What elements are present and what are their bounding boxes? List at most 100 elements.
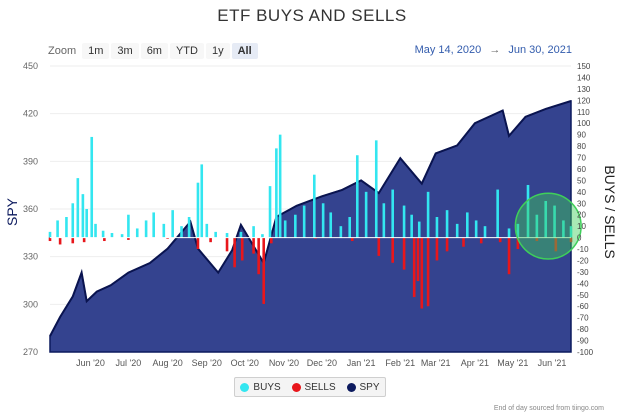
- legend-item-buys[interactable]: BUYS: [240, 381, 281, 393]
- buy-bar: [402, 205, 406, 238]
- sell-bar: [209, 237, 212, 243]
- y-right-tick-label: 150: [577, 62, 591, 71]
- legend-label-buys: BUYS: [253, 381, 281, 393]
- y-axis-right-label: BUYS / SELLS: [602, 165, 618, 258]
- buy-bar: [339, 226, 343, 238]
- zoom-ytd-button[interactable]: YTD: [169, 43, 204, 59]
- y-left-tick-label: 390: [23, 156, 38, 166]
- buy-bar: [496, 189, 499, 238]
- chart-title: ETF BUYS AND SELLS: [217, 6, 407, 25]
- y-right-tick-label: -10: [577, 245, 589, 254]
- y-right-tick-label: 0: [577, 234, 582, 243]
- y-right-tick-label: 40: [577, 188, 586, 197]
- buy-bar: [374, 140, 378, 238]
- legend-item-spy[interactable]: SPY: [346, 381, 380, 393]
- buy-bar: [294, 214, 297, 238]
- x-tick-label: Sep '20: [192, 358, 222, 368]
- buy-bar: [283, 220, 287, 238]
- sell-bar: [82, 237, 86, 243]
- x-tick-label: Feb '21: [385, 358, 415, 368]
- range-from[interactable]: May 14, 2020: [414, 44, 482, 56]
- y-left-tick-label: 360: [23, 204, 38, 214]
- sell-bar: [377, 237, 381, 256]
- y-left-tick-label: 330: [23, 252, 38, 262]
- sell-bar: [569, 237, 573, 243]
- buy-bar: [152, 212, 155, 238]
- buy-bar: [48, 231, 52, 238]
- buy-bar: [76, 178, 80, 238]
- zoom-1y-button[interactable]: 1y: [205, 43, 230, 59]
- buy-bar: [135, 228, 139, 238]
- legend-label-spy: SPY: [359, 381, 380, 393]
- x-tick-label: Jun '20: [76, 358, 105, 368]
- sell-bar: [103, 237, 106, 242]
- buy-bar: [445, 210, 449, 238]
- date-range: May 14, 2020 → Jun 30, 2021: [415, 44, 572, 56]
- buy-bar: [278, 134, 282, 238]
- buy-bar: [200, 164, 204, 238]
- sells-dot-icon: [291, 382, 301, 392]
- sell-bar: [420, 237, 424, 309]
- buy-bar: [214, 231, 217, 238]
- buy-bar: [110, 233, 114, 238]
- buy-bar: [101, 230, 105, 238]
- buy-bar: [474, 220, 478, 238]
- sell-bar: [225, 237, 229, 252]
- buy-bar: [205, 223, 209, 238]
- buy-bar: [225, 233, 229, 238]
- y-right-tick-label: 140: [577, 73, 591, 82]
- y-right-tick-label: -70: [577, 314, 589, 323]
- zoom-6m-button[interactable]: 6m: [140, 43, 168, 59]
- x-tick-label: Mar '21: [421, 358, 451, 368]
- credits: End of day sourced from tiingo.com: [493, 405, 604, 412]
- sell-bar: [127, 237, 130, 240]
- buy-bar: [516, 223, 520, 238]
- y-right-tick-label: 80: [577, 142, 586, 151]
- zoom-bar: Zoom 1m 3m 6m YTD 1y All: [48, 43, 260, 59]
- y-right-tick-label: 130: [577, 85, 591, 94]
- x-tick-label: Jul '20: [116, 358, 142, 368]
- highlight-circle: [514, 192, 582, 260]
- buy-bar: [382, 203, 386, 238]
- sell-bar: [71, 237, 75, 244]
- zoom-all-button[interactable]: All: [231, 43, 258, 59]
- buy-bar: [268, 186, 272, 238]
- x-tick-label: Nov '20: [269, 358, 299, 368]
- sell-bar: [269, 237, 273, 244]
- annotation-layer: [514, 192, 582, 260]
- y-right-tick-label: 20: [577, 211, 586, 220]
- legend-label-sells: SELLS: [304, 381, 336, 393]
- legend-item-sells[interactable]: SELLS: [291, 381, 336, 393]
- range-to[interactable]: Jun 30, 2021: [508, 44, 572, 56]
- sell-bar: [426, 237, 430, 307]
- buy-bar: [196, 182, 200, 238]
- y-right-tick-label: 10: [577, 222, 586, 231]
- x-tick-label: Dec '20: [307, 358, 337, 368]
- buy-bar: [321, 203, 325, 238]
- sell-bar: [498, 237, 502, 243]
- y-right-tick-label: 100: [577, 119, 591, 128]
- sell-bar: [240, 237, 244, 261]
- buy-bar: [261, 234, 264, 238]
- zoom-label: Zoom: [48, 45, 77, 57]
- sell-bar: [48, 237, 52, 242]
- buy-bar: [483, 226, 487, 238]
- sell-bar: [58, 237, 62, 245]
- range-arrow: →: [489, 44, 501, 56]
- x-tick-label: Aug '20: [152, 358, 182, 368]
- x-tick-label: Apr '21: [461, 358, 489, 368]
- buy-bar: [180, 226, 183, 238]
- axes-layer: 270300330360390420450-100-90-80-70-60-50…: [23, 61, 594, 368]
- buy-bar: [312, 174, 316, 238]
- sell-bar: [314, 237, 317, 239]
- zoom-1m-button[interactable]: 1m: [82, 43, 110, 59]
- zoom-3m-button[interactable]: 3m: [111, 43, 139, 59]
- buy-bar: [544, 200, 548, 238]
- buy-bar: [329, 212, 333, 238]
- sell-bar: [535, 237, 539, 242]
- y-left-tick-label: 300: [23, 299, 38, 309]
- buy-bar: [553, 205, 556, 238]
- x-tick-label: May '21: [497, 358, 528, 368]
- y-right-tick-label: 120: [577, 96, 591, 105]
- sell-bar: [412, 237, 416, 298]
